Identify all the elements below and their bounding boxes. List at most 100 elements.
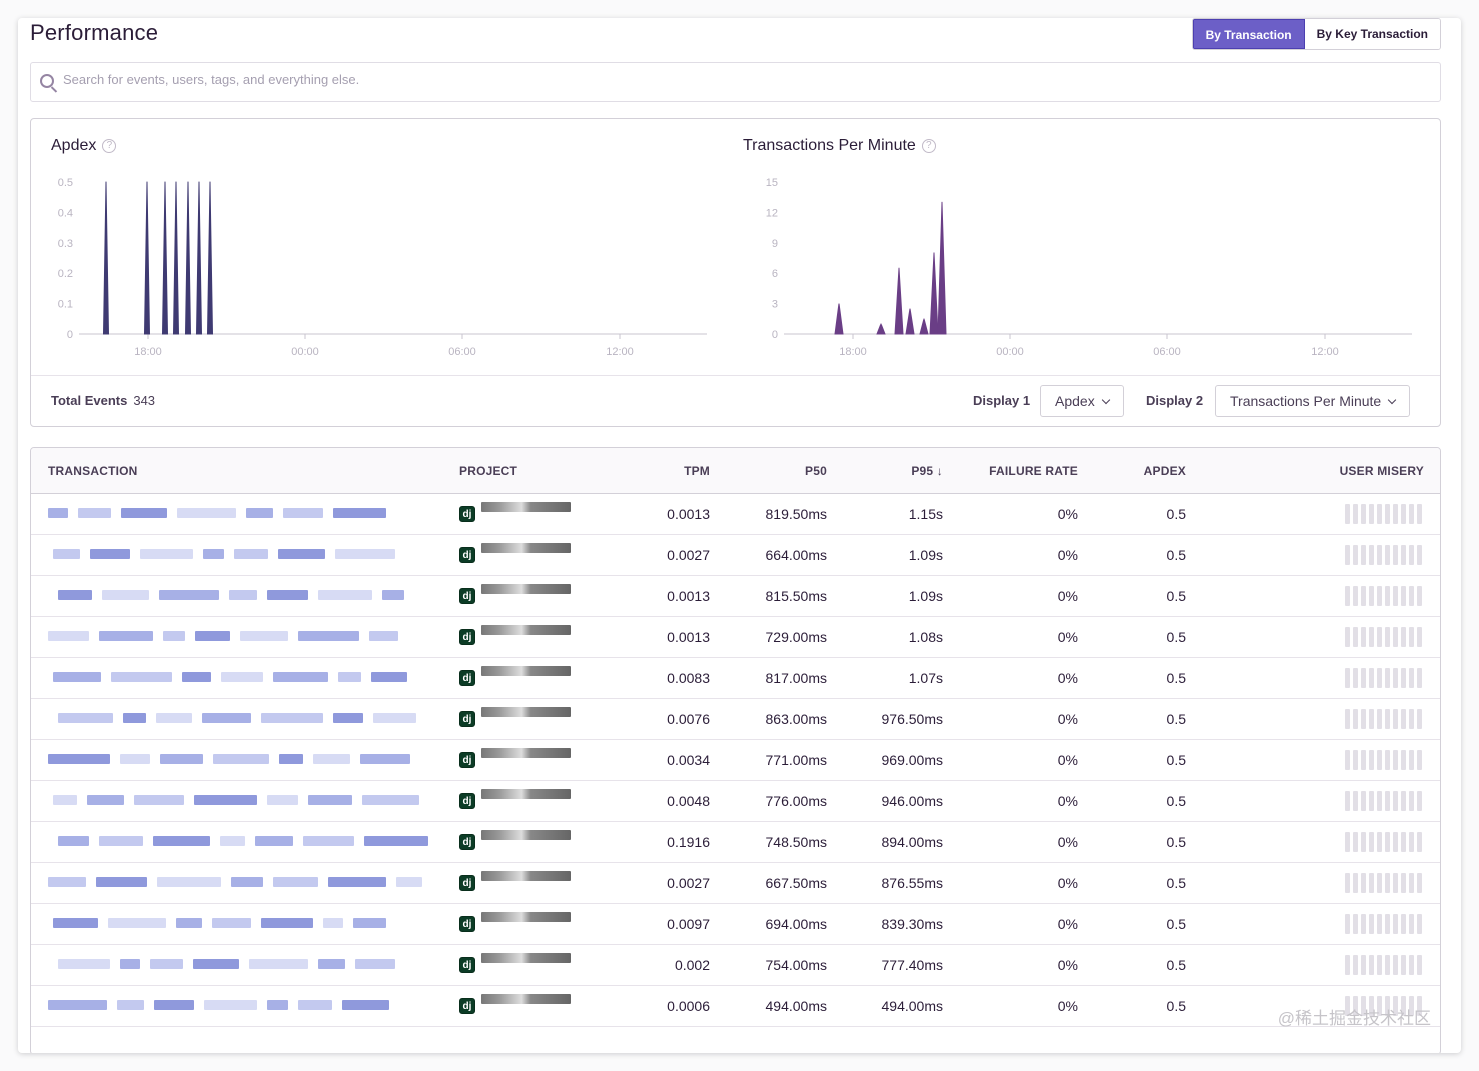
redacted-project-name[interactable] <box>481 871 571 881</box>
redacted-transaction-name[interactable] <box>176 918 202 928</box>
col-apdex[interactable]: APDEX <box>1143 464 1186 478</box>
redacted-transaction-name[interactable] <box>267 1000 288 1010</box>
table-row[interactable]: dj 0.0013 819.50ms 1.15s 0% 0.5 <box>31 494 1440 535</box>
redacted-transaction-name[interactable] <box>369 631 398 641</box>
redacted-transaction-name[interactable] <box>48 754 110 764</box>
redacted-transaction-name[interactable] <box>229 590 257 600</box>
redacted-transaction-name[interactable] <box>154 1000 194 1010</box>
redacted-transaction-name[interactable] <box>53 795 77 805</box>
redacted-transaction-name[interactable] <box>58 713 113 723</box>
redacted-transaction-name[interactable] <box>212 918 251 928</box>
redacted-transaction-name[interactable] <box>111 672 172 682</box>
redacted-transaction-name[interactable] <box>231 877 263 887</box>
redacted-transaction-name[interactable] <box>121 508 167 518</box>
redacted-transaction-name[interactable] <box>193 959 239 969</box>
col-project[interactable]: PROJECT <box>459 464 518 478</box>
user-misery-bar[interactable] <box>1345 996 1422 1016</box>
redacted-transaction-name[interactable] <box>220 836 245 846</box>
redacted-transaction-name[interactable] <box>177 508 236 518</box>
redacted-transaction-name[interactable] <box>360 754 410 764</box>
redacted-project-name[interactable] <box>481 502 571 512</box>
user-misery-bar[interactable] <box>1345 668 1422 688</box>
user-misery-bar[interactable] <box>1345 750 1422 770</box>
redacted-transaction-name[interactable] <box>261 713 323 723</box>
redacted-transaction-name[interactable] <box>159 590 219 600</box>
redacted-transaction-name[interactable] <box>338 672 361 682</box>
user-misery-bar[interactable] <box>1345 832 1422 852</box>
user-misery-bar[interactable] <box>1345 873 1422 893</box>
redacted-transaction-name[interactable] <box>221 672 263 682</box>
table-row[interactable]: dj 0.0006 494.00ms 494.00ms 0% 0.5 <box>31 986 1440 1027</box>
redacted-transaction-name[interactable] <box>108 918 166 928</box>
redacted-transaction-name[interactable] <box>53 672 101 682</box>
redacted-project-name[interactable] <box>481 789 571 799</box>
redacted-transaction-name[interactable] <box>204 1000 257 1010</box>
redacted-transaction-name[interactable] <box>58 836 89 846</box>
redacted-transaction-name[interactable] <box>267 590 308 600</box>
redacted-transaction-name[interactable] <box>87 795 124 805</box>
redacted-transaction-name[interactable] <box>323 918 343 928</box>
redacted-transaction-name[interactable] <box>234 549 268 559</box>
redacted-transaction-name[interactable] <box>202 713 251 723</box>
redacted-project-name[interactable] <box>481 830 571 840</box>
redacted-transaction-name[interactable] <box>353 918 386 928</box>
table-row[interactable]: dj 0.0013 815.50ms 1.09s 0% 0.5 <box>31 576 1440 617</box>
redacted-transaction-name[interactable] <box>328 877 386 887</box>
redacted-transaction-name[interactable] <box>273 672 328 682</box>
col-tpm[interactable]: TPM <box>684 464 710 478</box>
redacted-transaction-name[interactable] <box>194 795 257 805</box>
redacted-transaction-name[interactable] <box>99 836 143 846</box>
redacted-transaction-name[interactable] <box>298 1000 332 1010</box>
redacted-transaction-name[interactable] <box>156 713 192 723</box>
redacted-transaction-name[interactable] <box>333 713 363 723</box>
redacted-transaction-name[interactable] <box>150 959 183 969</box>
search-bar[interactable] <box>30 62 1441 102</box>
redacted-project-name[interactable] <box>481 748 571 758</box>
user-misery-bar[interactable] <box>1345 914 1422 934</box>
redacted-transaction-name[interactable] <box>153 836 210 846</box>
redacted-transaction-name[interactable] <box>160 754 203 764</box>
user-misery-bar[interactable] <box>1345 955 1422 975</box>
user-misery-bar[interactable] <box>1345 791 1422 811</box>
table-row[interactable]: dj 0.0027 667.50ms 876.55ms 0% 0.5 <box>31 863 1440 904</box>
redacted-transaction-name[interactable] <box>364 836 428 846</box>
redacted-transaction-name[interactable] <box>90 549 130 559</box>
table-row[interactable]: dj 0.0034 771.00ms 969.00ms 0% 0.5 <box>31 740 1440 781</box>
redacted-transaction-name[interactable] <box>120 754 150 764</box>
redacted-transaction-name[interactable] <box>261 918 313 928</box>
redacted-transaction-name[interactable] <box>99 631 153 641</box>
redacted-transaction-name[interactable] <box>333 508 386 518</box>
redacted-project-name[interactable] <box>481 543 571 553</box>
redacted-transaction-name[interactable] <box>58 959 110 969</box>
by-key-transaction-tab[interactable]: By Key Transaction <box>1304 19 1440 49</box>
user-misery-bar[interactable] <box>1345 627 1422 647</box>
table-row[interactable]: dj 0.0013 729.00ms 1.08s 0% 0.5 <box>31 617 1440 658</box>
redacted-project-name[interactable] <box>481 912 571 922</box>
redacted-transaction-name[interactable] <box>278 549 325 559</box>
redacted-transaction-name[interactable] <box>267 795 298 805</box>
redacted-project-name[interactable] <box>481 994 571 1004</box>
redacted-transaction-name[interactable] <box>318 959 345 969</box>
redacted-transaction-name[interactable] <box>120 959 140 969</box>
col-p50[interactable]: P50 <box>805 464 827 478</box>
redacted-transaction-name[interactable] <box>213 754 269 764</box>
user-misery-bar[interactable] <box>1345 504 1422 524</box>
redacted-transaction-name[interactable] <box>318 590 372 600</box>
redacted-transaction-name[interactable] <box>195 631 230 641</box>
table-row[interactable]: dj 0.0097 694.00ms 839.30ms 0% 0.5 <box>31 904 1440 945</box>
col-p95[interactable]: P95 ↓ <box>911 464 943 478</box>
help-icon[interactable]: ? <box>921 139 936 153</box>
redacted-transaction-name[interactable] <box>53 549 80 559</box>
by-transaction-tab[interactable]: By Transaction <box>1192 19 1305 49</box>
col-user-misery[interactable]: USER MISERY <box>1339 464 1424 478</box>
redacted-transaction-name[interactable] <box>163 631 185 641</box>
redacted-transaction-name[interactable] <box>273 877 318 887</box>
redacted-transaction-name[interactable] <box>303 836 354 846</box>
display1-select[interactable]: Apdex <box>1040 385 1124 417</box>
redacted-transaction-name[interactable] <box>371 672 407 682</box>
redacted-transaction-name[interactable] <box>335 549 395 559</box>
redacted-transaction-name[interactable] <box>48 877 86 887</box>
redacted-transaction-name[interactable] <box>157 877 221 887</box>
table-row[interactable]: dj 0.0027 664.00ms 1.09s 0% 0.5 <box>31 535 1440 576</box>
table-row[interactable]: dj 0.0048 776.00ms 946.00ms 0% 0.5 <box>31 781 1440 822</box>
